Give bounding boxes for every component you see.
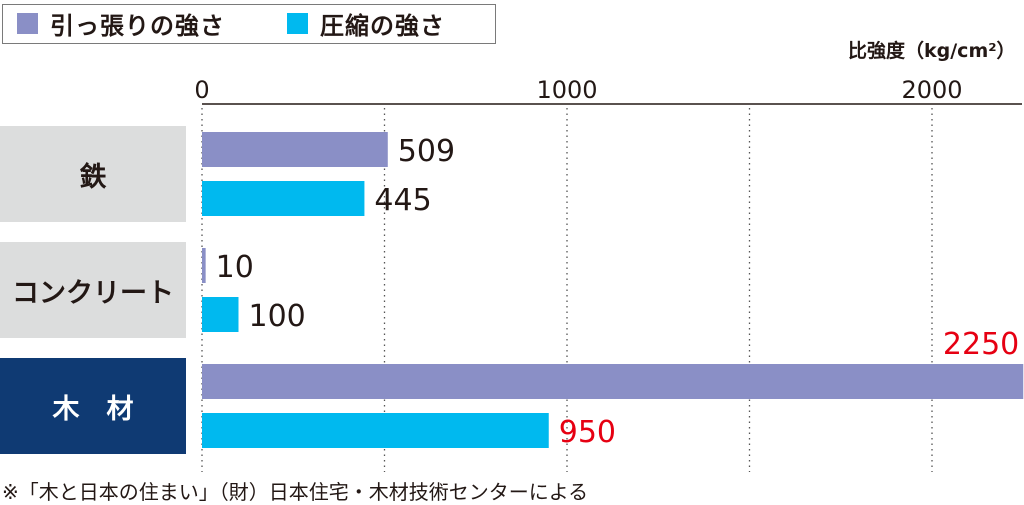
data-label-1-1: 100	[249, 299, 306, 334]
category-label-iron: 鉄	[79, 161, 107, 193]
bar-0-0	[202, 132, 388, 167]
legend-swatch-tension	[17, 13, 38, 34]
legend-item-tension: 引っ張りの強さ	[17, 5, 225, 42]
legend-label-compression: 圧縮の強さ	[320, 12, 445, 40]
category-box-concrete: コンクリート	[0, 242, 186, 338]
category-box-iron: 鉄	[0, 126, 186, 222]
data-label-0-1: 445	[374, 183, 431, 218]
data-label-0-0: 509	[398, 134, 455, 169]
data-label-2-0: 2250	[943, 327, 1019, 362]
category-label-wood: 木 材	[52, 393, 134, 425]
bar-0-1	[202, 181, 365, 216]
data-label-1-0: 10	[216, 250, 254, 285]
category-box-wood: 木 材	[0, 358, 186, 454]
data-label-2-1: 950	[559, 415, 616, 450]
bar-1-0	[202, 248, 206, 283]
bar-2-0	[202, 364, 1024, 399]
x-tick-label-2000: 2000	[901, 76, 962, 104]
legend-swatch-compression	[287, 13, 308, 34]
bar-1-1	[202, 297, 239, 332]
category-label-concrete: コンクリート	[12, 277, 174, 309]
x-tick-label-0: 0	[194, 76, 209, 104]
footnote: ※「木と日本の住まい」（財）日本住宅・木材技術センターによる	[2, 480, 589, 504]
x-tick-label-1000: 1000	[536, 76, 597, 104]
legend-label-tension: 引っ張りの強さ	[50, 12, 225, 40]
legend-item-compression: 圧縮の強さ	[287, 5, 445, 42]
legend: 引っ張りの強さ 圧縮の強さ	[2, 4, 496, 44]
x-axis-unit-label: 比強度（kg/cm²）	[848, 40, 1016, 62]
bar-2-1	[202, 413, 549, 448]
